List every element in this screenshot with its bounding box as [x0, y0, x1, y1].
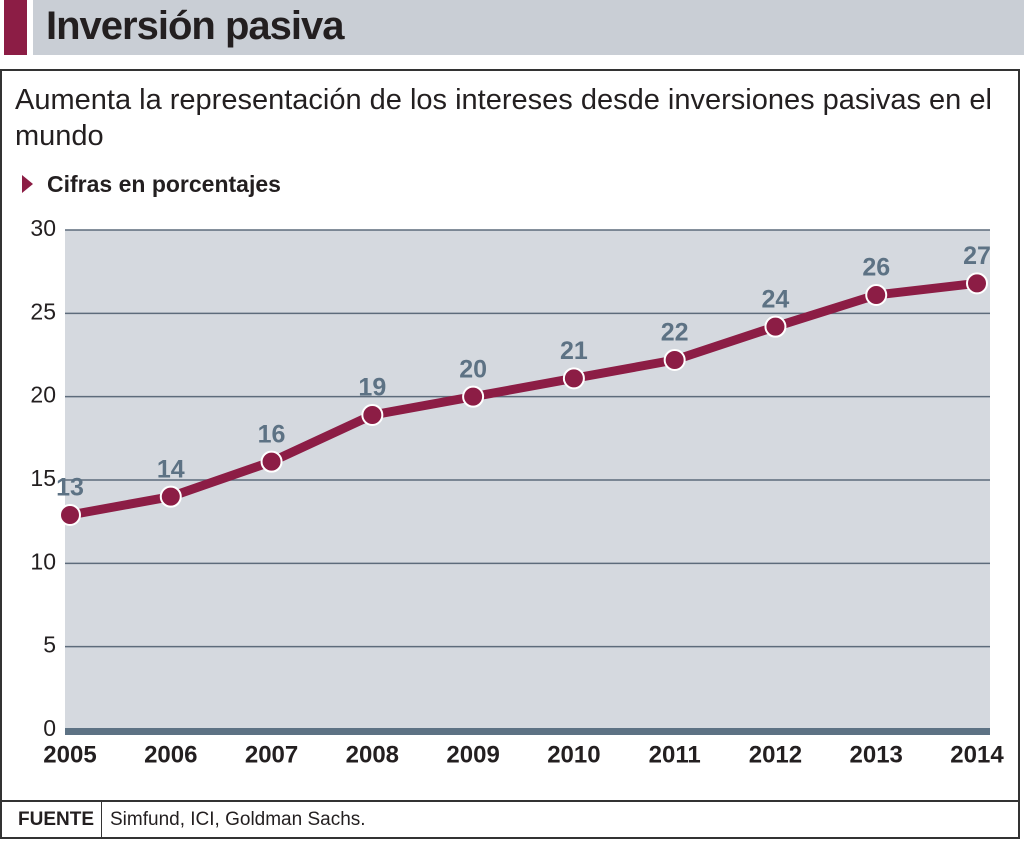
header-accent: [4, 0, 27, 55]
footer-rule: [0, 800, 1020, 802]
source-label: FUENTE: [18, 809, 94, 830]
data-label: 22: [661, 319, 689, 347]
data-point: [966, 272, 988, 295]
data-point: [159, 485, 182, 508]
data-label: 16: [258, 420, 286, 448]
y-tick-label: 20: [30, 382, 56, 408]
source: Simfund, ICI, Goldman Sachs.: [110, 809, 366, 830]
x-tick-label: 2010: [547, 741, 600, 768]
x-tick-label: 2011: [649, 741, 701, 768]
footer-separator: [101, 802, 102, 839]
title: Inversión pasiva: [46, 4, 344, 48]
data-label: 26: [862, 254, 890, 282]
data-point: [59, 504, 81, 526]
header-bar: [33, 0, 1024, 55]
data-point: [865, 284, 888, 306]
x-axis-bar: [65, 728, 990, 735]
x-tick-label: 2009: [446, 741, 499, 768]
data-label: 21: [560, 337, 588, 365]
bullet-icon: [22, 175, 33, 193]
data-line: [69, 278, 978, 520]
data-label: 14: [157, 455, 185, 483]
data-label: 27: [963, 242, 991, 270]
data-point: [562, 367, 585, 390]
x-tick-label: 2013: [850, 741, 903, 768]
data-point: [260, 450, 283, 473]
y-tick-label: 10: [30, 548, 56, 574]
data-label: 20: [459, 355, 487, 383]
x-tick-label: 2007: [245, 741, 298, 768]
y-tick-label: 15: [30, 465, 56, 491]
data-point: [764, 315, 787, 338]
y-tick-label: 0: [43, 715, 56, 741]
y-tick-label: 5: [43, 632, 56, 658]
data-label: 13: [56, 474, 84, 502]
y-axis-label: Cifras en porcentajes: [47, 171, 281, 197]
x-tick-label: 2014: [950, 741, 1004, 768]
x-tick-label: 2012: [749, 741, 802, 768]
data-point: [462, 385, 485, 408]
x-tick-label: 2005: [43, 741, 96, 768]
x-tick-label: 2008: [346, 741, 399, 768]
y-tick-label: 25: [30, 298, 56, 324]
data-point: [361, 404, 384, 426]
data-label: 24: [762, 285, 790, 313]
frame: [0, 69, 1020, 839]
x-tick-label: 2006: [144, 741, 197, 768]
data-point: [663, 349, 686, 371]
y-tick-label: 30: [30, 215, 56, 241]
data-label: 19: [358, 374, 386, 402]
subtitle: Aumenta la representación de los interes…: [15, 84, 992, 152]
